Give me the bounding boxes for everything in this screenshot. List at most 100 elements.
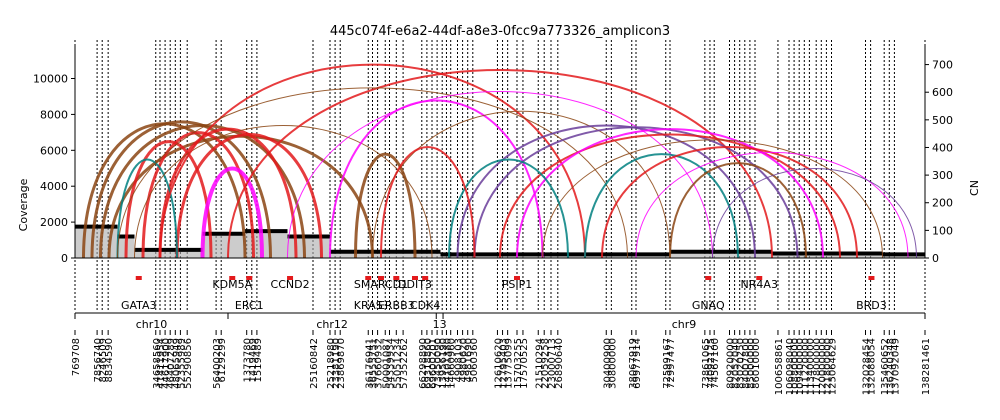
position-tick-label: 8834590 [104, 338, 115, 383]
position-tick-label: 125064629 [828, 338, 839, 395]
position-tick-label: 17570525 [519, 338, 530, 389]
position-tick-label: 23381190 [331, 338, 342, 389]
gene-marker [246, 276, 253, 280]
breakpoint-arc [90, 120, 272, 259]
breakpoint-arc [200, 166, 264, 259]
gene-marker [412, 276, 418, 280]
breakpoint-arc [158, 127, 298, 259]
gene-marker [422, 276, 429, 280]
position-tick-label: 55290856 [183, 338, 194, 389]
breakpoint-arc [669, 162, 807, 259]
breakpoint-arc [448, 158, 569, 259]
chart-title: 445c074f-e6a2-44df-a8e3-0fcc9a773326_amp… [330, 24, 670, 39]
breakpoint-arc [635, 151, 909, 259]
breakpoint-arc [227, 69, 773, 259]
chromosome-label: chr12 [316, 318, 348, 331]
y2-tick-label: 100 [932, 224, 953, 237]
plot-layer: 0 2000 4000 6000 8000 10000 0 100 200 300 400 500 60… [33, 40, 953, 395]
position-tick-label: 138281461 [921, 338, 932, 395]
breakpoint-arc [354, 152, 417, 259]
position-tick-label: 74567100 [710, 338, 721, 389]
position-tick-label: 69977914 [632, 338, 643, 389]
position-tick-label: 69318860 [423, 338, 434, 389]
coverage-bar [287, 236, 330, 258]
breakpoint-arc [456, 124, 756, 259]
position-tick-label: 23869870 [336, 338, 347, 389]
position-tick-label: 83020250 [736, 338, 747, 389]
gene-label: DDIT3 [398, 278, 432, 291]
breakpoint-arc [499, 133, 841, 259]
position-tick-label: 109400000 [795, 338, 806, 395]
gene-label: BRD3 [856, 299, 887, 312]
position-tick-label: 137092049 [890, 338, 901, 395]
position-tick-label: 73861065 [701, 338, 712, 389]
position-tick-label: 36555751 [369, 338, 380, 389]
breakpoint-arc [601, 145, 858, 259]
breakpoint-arc [175, 132, 323, 259]
y-axis-label: Coverage [17, 178, 30, 231]
position-tick-label: 117800000 [812, 338, 823, 395]
position-tick-label: 30400900 [602, 338, 613, 389]
position-tick-label: 1419469 [248, 338, 259, 383]
position-tick-label: 132028454 [862, 338, 873, 395]
position-tick-label: 136240348 [885, 338, 896, 395]
position-tick-label: 14660960 [447, 338, 458, 389]
breakpoint-arc [329, 99, 544, 259]
position-tick-label: 6129299 [217, 338, 228, 383]
position-tick-label: 48065949 [171, 338, 182, 389]
coverage-bar [670, 251, 772, 258]
gene-marker [756, 276, 763, 280]
gene-label: PSIP1 [502, 278, 533, 291]
position-tick-label: 54339934 [386, 338, 397, 389]
breakpoint-arc [134, 125, 433, 259]
position-tick-label: 80920000 [726, 338, 737, 389]
breakpoint-arc [542, 139, 883, 259]
position-tick-label: 37660932 [374, 338, 385, 389]
position-tick-label: 13775099 [504, 338, 515, 389]
position-tick-label: 73450090 [433, 338, 444, 389]
position-tick-label: 13956190 [438, 338, 449, 389]
position-tick-label: 69600201 [428, 338, 439, 389]
gene-label: NR4A3 [741, 278, 778, 291]
position-tick-label: 22059258 [540, 338, 551, 389]
position-tick-label: 100658861 [774, 338, 785, 395]
position-tick-label: 25218980 [326, 338, 337, 389]
gene-label: SMARCD1 [354, 278, 408, 291]
y-tick-label: 2000 [40, 216, 68, 229]
coverage-bar [772, 253, 883, 258]
gene-marker [514, 276, 520, 280]
position-tick-label: 108800000 [790, 338, 801, 395]
position-tick-label: 135460652 [880, 338, 891, 395]
position-tick-label: 5060360 [469, 338, 480, 383]
gene-label: GNAQ [692, 299, 725, 312]
position-tick-label: 74092125 [706, 338, 717, 389]
chromosome-label: chr10 [136, 318, 168, 331]
position-tick-label: 4981690 [464, 338, 475, 383]
gene-label: KDM5A [212, 278, 252, 291]
breakpoint-arc [159, 63, 586, 259]
y2-tick-label: 200 [932, 197, 953, 210]
position-tick-label: 56400203 [212, 338, 223, 389]
y2-tick-label: 300 [932, 169, 953, 182]
position-tick-label: 120000000 [817, 338, 828, 395]
position-tick-label: 50001087 [381, 338, 392, 389]
y2-axis-label: CN [968, 180, 981, 196]
position-tick-label: 106098040 [785, 338, 796, 395]
gene-marker [378, 276, 384, 280]
gene-label: KRAS [354, 299, 383, 312]
y2-tick-label: 600 [932, 86, 953, 99]
gene-marker [365, 276, 372, 280]
position-tick-label: 23000713 [547, 338, 558, 389]
position-tick-label: 4980620 [459, 338, 470, 383]
position-tick-label: 55051234 [392, 338, 403, 389]
position-tick-label: 7856740 [93, 338, 104, 383]
y-tick-label: 4000 [40, 180, 68, 193]
breakpoint-arc [584, 153, 739, 259]
position-tick-label: 57352262 [399, 338, 410, 389]
position-tick-label: 1373780 [243, 338, 254, 383]
position-tick-label: 113400000 [805, 338, 816, 395]
y2-tick-label: 500 [932, 114, 953, 127]
position-tick-label: 8246509 [98, 338, 109, 383]
position-tick-label: 26890640 [554, 338, 565, 389]
